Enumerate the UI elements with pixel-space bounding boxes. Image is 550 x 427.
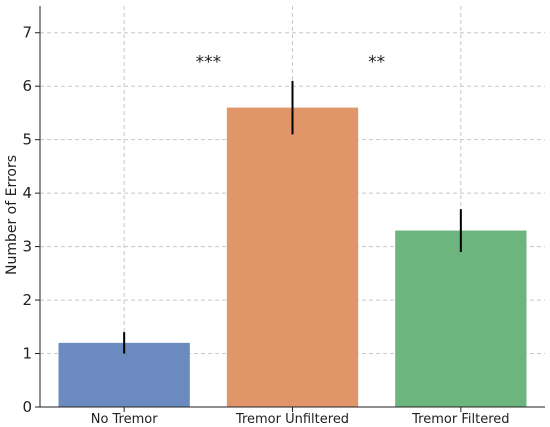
bar: [226, 107, 359, 407]
y-tick-label: 3: [22, 238, 32, 256]
bars-layer: [58, 80, 527, 407]
x-tick-label: No Tremor: [91, 412, 159, 427]
y-tick-label: 0: [22, 398, 32, 416]
y-tick-label: 5: [22, 131, 32, 149]
y-tick-label: 4: [22, 184, 32, 202]
y-axis-title: Number of Errors: [4, 155, 20, 275]
x-tick-label: Tremor Filtered: [411, 412, 509, 427]
y-tick-label: 6: [22, 77, 32, 95]
bar: [395, 230, 527, 407]
x-tick-label: Tremor Unfiltered: [235, 412, 349, 427]
y-tick-label: 7: [22, 24, 32, 42]
y-tick-label: 1: [22, 345, 32, 363]
axes-layer: 0 1 2 3 4 5 6 7 No Tremor Tremor Unfiltered Tremor…: [22, 6, 545, 427]
significance-annotation: ***: [196, 52, 222, 72]
significance-annotation: **: [368, 52, 385, 72]
y-tick-label: 2: [22, 291, 32, 309]
